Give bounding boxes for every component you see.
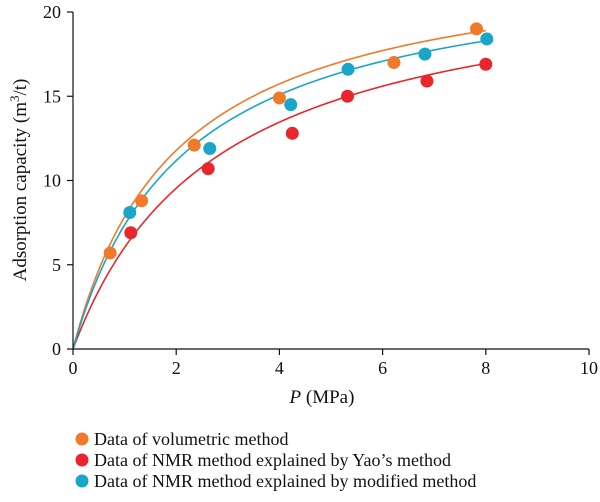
data-point-series-1 xyxy=(187,138,201,152)
data-point-series-1 xyxy=(272,91,286,105)
x-tick-label: 6 xyxy=(378,358,387,378)
y-tick-label: 20 xyxy=(43,2,61,22)
data-point-series-3 xyxy=(203,141,217,155)
legend-label-series-3: Data of NMR method explained by modified… xyxy=(94,471,476,491)
y-tick-label: 0 xyxy=(52,339,61,359)
legend-label-series-2: Data of NMR method explained by Yao’s me… xyxy=(94,450,451,470)
data-point-series-1 xyxy=(135,194,149,208)
fit-curve-series-1 xyxy=(72,29,486,350)
data-point-series-1 xyxy=(470,22,484,36)
data-point-series-3 xyxy=(418,47,432,61)
y-axis-title-prefix: Adsorption capacity (m xyxy=(10,102,31,282)
legend-marker-series-3 xyxy=(75,474,89,488)
x-tick-label: 2 xyxy=(172,358,181,378)
data-point-series-2 xyxy=(285,126,299,140)
data-point-series-3 xyxy=(341,62,355,76)
y-axis-title-superscript: 3 xyxy=(7,95,22,102)
y-ticks: 0 5 10 15 20 xyxy=(43,2,73,359)
data-point-series-2 xyxy=(341,89,355,103)
data-point-series-1 xyxy=(103,246,117,260)
x-axis-title-unit: (MPa) xyxy=(301,387,354,408)
data-point-series-1 xyxy=(387,56,401,70)
x-tick-label: 0 xyxy=(69,358,78,378)
data-point-series-2 xyxy=(479,57,493,71)
x-tick-label: 4 xyxy=(275,358,284,378)
x-tick-label: 8 xyxy=(481,358,490,378)
y-tick-label: 5 xyxy=(52,255,61,275)
fit-curve-series-3 xyxy=(72,40,486,350)
y-axis-title-suffix: /t) xyxy=(10,79,31,96)
y-tick-label: 10 xyxy=(43,171,61,191)
y-axis-title: Adsorption capacity (m3/t) xyxy=(7,79,31,282)
y-tick-label: 15 xyxy=(43,86,61,106)
x-ticks: 0 2 4 6 8 10 xyxy=(69,349,598,378)
x-axis-title-variable: P xyxy=(289,387,302,408)
data-points xyxy=(103,22,494,260)
legend-marker-series-2 xyxy=(75,453,89,467)
data-point-series-2 xyxy=(201,162,215,176)
axes: 0 2 4 6 8 10 0 5 10 15 20 xyxy=(43,2,598,378)
x-axis-title: P (MPa) xyxy=(289,387,355,408)
legend-marker-series-1 xyxy=(75,432,89,446)
data-point-series-3 xyxy=(284,98,298,112)
data-point-series-2 xyxy=(420,74,434,88)
x-tick-label: 10 xyxy=(580,358,598,378)
data-point-series-2 xyxy=(124,226,138,240)
fit-curve-series-2 xyxy=(72,62,486,350)
data-point-series-3 xyxy=(123,206,137,220)
data-point-series-3 xyxy=(480,32,494,46)
legend-label-series-1: Data of volumetric method xyxy=(94,429,288,449)
